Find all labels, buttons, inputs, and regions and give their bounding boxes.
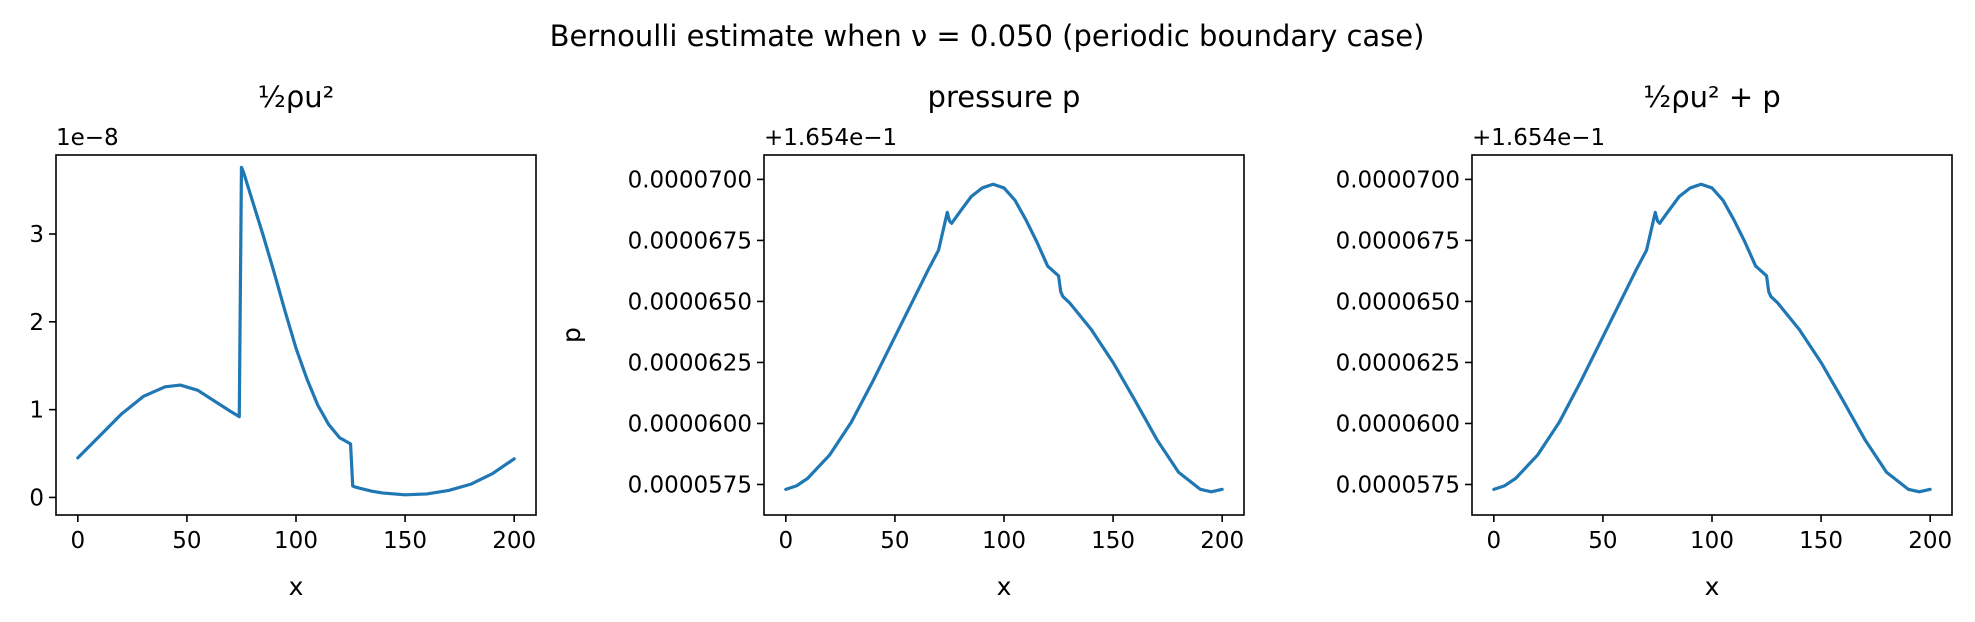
plot-frame [763, 154, 1245, 516]
y-tick-label: 0.0000675 [628, 228, 752, 254]
y-tick-label: 0.0000675 [1336, 228, 1460, 254]
panel-title: ½ρu² [258, 80, 335, 114]
panel-bernoulli-sum: ½ρu² + p +1.654e−1 x 0 50 100 150 200 0.0000… [1336, 80, 1953, 601]
panel-pressure: pressure p +1.654e−1 x p 0 50 100 150 200 0.… [557, 80, 1245, 601]
y-tick-label: 0.0000700 [1336, 167, 1460, 193]
x-axis-label: x [289, 572, 304, 601]
x-ticks: 0 50 100 150 200 [1486, 515, 1952, 554]
x-ticks: 0 50 100 150 200 [778, 515, 1244, 554]
y-tick-label: 0.0000650 [1336, 289, 1460, 315]
axis-offset-label: +1.654e−1 [764, 125, 897, 151]
x-tick-label: 100 [982, 528, 1026, 554]
y-tick-label: 0.0000650 [628, 289, 752, 315]
plot-frame [55, 154, 537, 516]
x-tick-label: 200 [492, 528, 536, 554]
x-tick-label: 0 [70, 528, 85, 554]
y-tick-label: 0.0000575 [628, 472, 752, 498]
figure-suptitle: Bernoulli estimate when ν = 0.050 (perio… [550, 19, 1425, 53]
y-tick-label: 0.0000625 [1336, 350, 1460, 376]
y-tick-label: 0.0000600 [628, 411, 752, 437]
y-axis-label: p [557, 327, 586, 343]
x-axis-label: x [997, 572, 1012, 601]
x-ticks: 0 50 100 150 200 [70, 515, 536, 554]
x-tick-label: 200 [1200, 528, 1244, 554]
x-tick-label: 200 [1908, 528, 1952, 554]
x-axis-label: x [1705, 572, 1720, 601]
series-line [76, 165, 516, 497]
panel-title: pressure p [928, 80, 1081, 114]
y-ticks: 0 1 2 3 [29, 222, 56, 511]
plot-frame [1471, 154, 1953, 516]
y-tick-label: 0.0000575 [1336, 472, 1460, 498]
y-ticks: 0.0000575 0.0000600 0.0000625 0.0000650 0.00… [628, 167, 764, 498]
x-tick-label: 150 [383, 528, 427, 554]
x-tick-label: 0 [778, 528, 793, 554]
axis-offset-label: +1.654e−1 [1472, 125, 1605, 151]
series-line [1492, 182, 1932, 494]
y-tick-label: 0.0000625 [628, 350, 752, 376]
x-tick-label: 150 [1799, 528, 1843, 554]
y-ticks: 0.0000575 0.0000600 0.0000625 0.0000650 0.00… [1336, 167, 1472, 498]
y-tick-label: 0.0000600 [1336, 411, 1460, 437]
x-tick-label: 0 [1486, 528, 1501, 554]
x-tick-label: 150 [1091, 528, 1135, 554]
axis-offset-label: 1e−8 [56, 125, 119, 151]
x-tick-label: 100 [274, 528, 318, 554]
x-tick-label: 50 [1588, 528, 1617, 554]
panel-title: ½ρu² + p [1643, 80, 1781, 114]
y-tick-label: 0.0000700 [628, 167, 752, 193]
series-line [784, 182, 1224, 494]
x-tick-label: 50 [880, 528, 909, 554]
x-tick-label: 50 [172, 528, 201, 554]
y-tick-label: 0 [29, 485, 44, 511]
x-tick-label: 100 [1690, 528, 1734, 554]
panel-kinetic-energy: ½ρu² 1e−8 x 0 50 100 150 200 0 1 2 3 [29, 80, 537, 601]
y-tick-label: 1 [29, 398, 44, 424]
y-tick-label: 3 [29, 222, 44, 248]
y-tick-label: 2 [29, 310, 44, 336]
